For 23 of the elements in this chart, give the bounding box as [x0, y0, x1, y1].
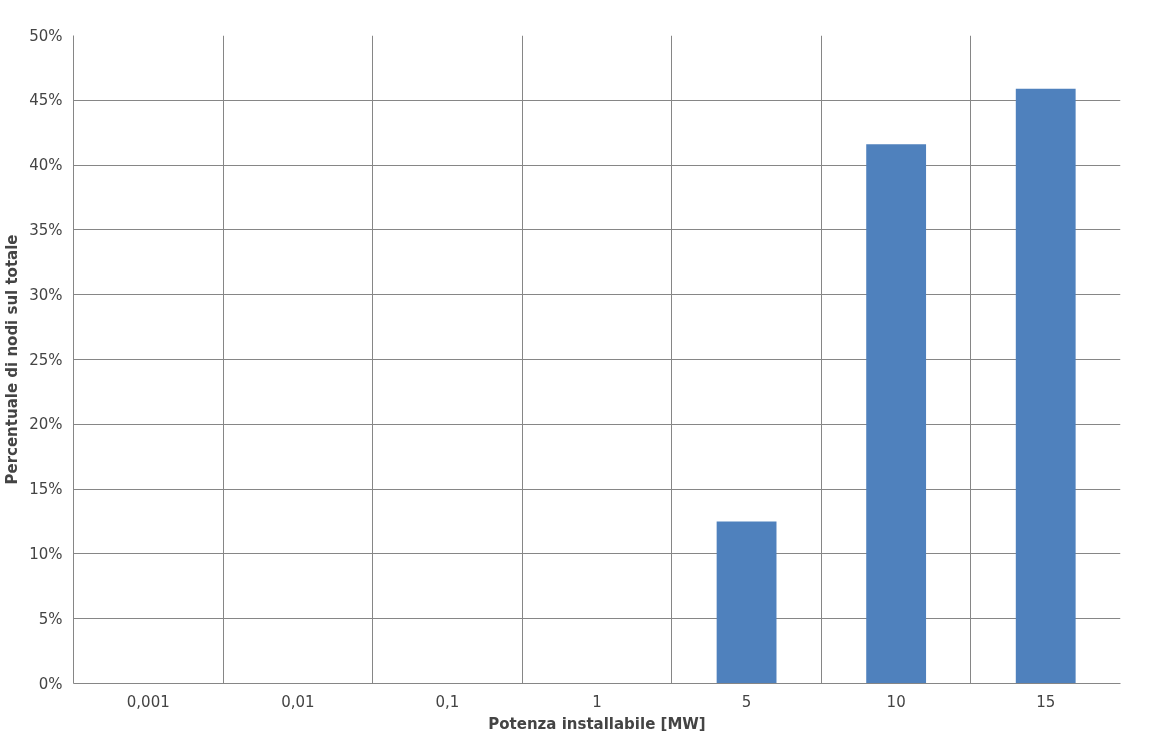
- y-axis-title: Percentuale di nodi sul totale: [3, 234, 22, 485]
- x-tick-label: 0,01: [281, 692, 315, 711]
- y-tick-label: 45%: [29, 91, 63, 110]
- y-tick-label: 5%: [38, 609, 63, 628]
- y-tick-label: 15%: [29, 480, 63, 499]
- y-tick-label: 35%: [29, 220, 63, 239]
- x-tick-label: 0,1: [435, 692, 460, 711]
- bar: [1015, 88, 1076, 684]
- bar: [716, 521, 777, 684]
- x-tick-label: 5: [741, 692, 752, 711]
- bar: [866, 144, 927, 684]
- y-tick-label: 20%: [29, 415, 63, 434]
- y-tick-label: 25%: [29, 350, 63, 369]
- x-tick-label: 10: [886, 692, 906, 711]
- y-tick-label: 50%: [29, 26, 63, 45]
- y-tick-label: 40%: [29, 156, 63, 175]
- x-axis-title: Potenza installabile [MW]: [488, 714, 706, 733]
- x-tick-label: 15: [1036, 692, 1056, 711]
- y-tick-label: 30%: [29, 285, 63, 304]
- x-tick-label: 1: [592, 692, 602, 711]
- x-tick-label: 0,001: [126, 692, 170, 711]
- y-tick-label: 0%: [38, 674, 63, 693]
- y-tick-label: 10%: [29, 544, 63, 563]
